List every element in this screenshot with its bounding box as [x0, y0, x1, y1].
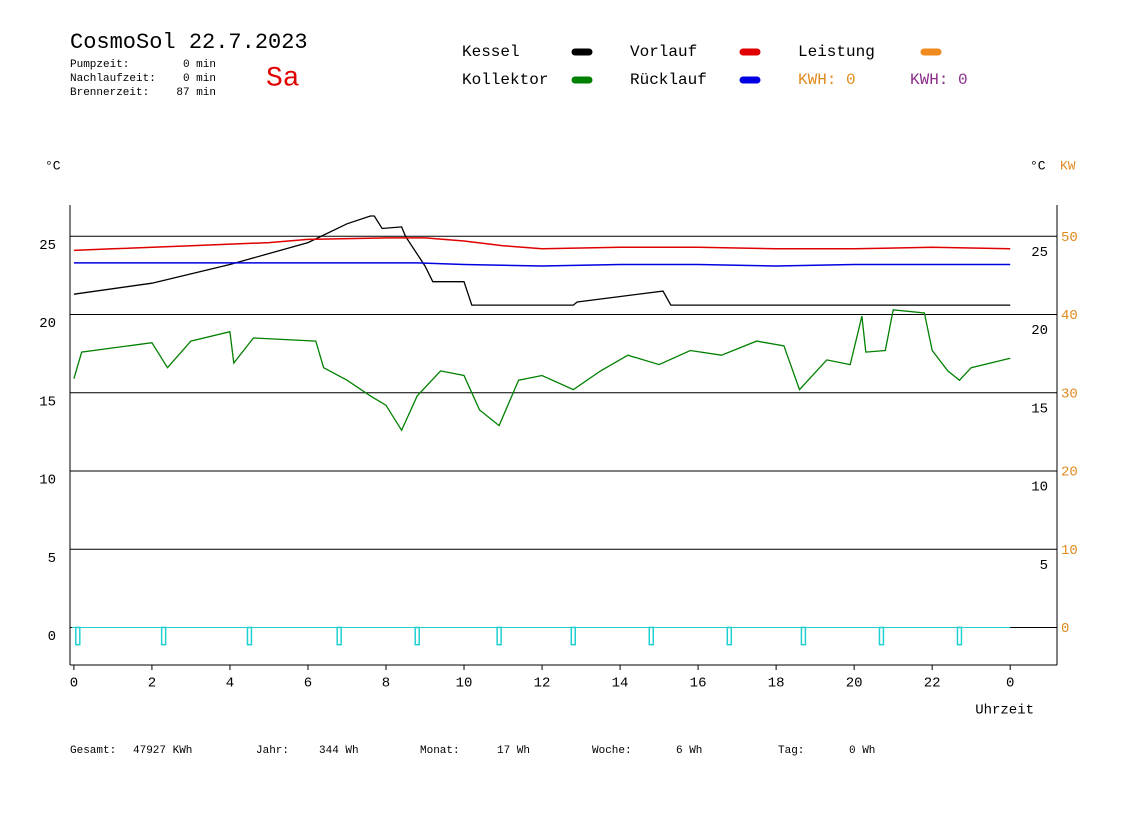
y2-tick-label: 20	[1061, 465, 1078, 481]
y-tick-label: 0	[48, 629, 56, 645]
y-axis-label-right: °C	[1030, 158, 1046, 173]
y-tick-label: 25	[39, 238, 56, 254]
x-tick-label: 16	[690, 676, 707, 692]
legend-label: Leistung	[798, 43, 875, 61]
y2-tick-label: 0	[1061, 621, 1069, 637]
footer-value: 6 Wh	[676, 745, 702, 757]
pulse	[956, 626, 963, 646]
footer-value: 344 Wh	[319, 745, 359, 757]
y-tick-label-right: 15	[1031, 401, 1048, 417]
pulse	[496, 626, 502, 646]
x-tick-label: 0	[70, 676, 78, 692]
legend-label: Kessel	[462, 43, 520, 61]
y-tick-label-right: 5	[1040, 558, 1048, 574]
y2-tick-label: 40	[1061, 308, 1078, 324]
footer-label: Woche:	[592, 745, 632, 757]
pulse	[570, 626, 577, 646]
x-tick-label: 14	[612, 676, 629, 692]
x-tick-label: 2	[148, 676, 156, 692]
pulse	[75, 626, 81, 646]
stat-label: Pumpzeit:	[70, 59, 129, 71]
y2-tick-label: 10	[1061, 543, 1078, 559]
stat-value: 87 min	[176, 87, 216, 99]
series-line	[73, 215, 1011, 306]
x-tick-label: 10	[456, 676, 473, 692]
y2-axis-label: KW	[1060, 158, 1076, 173]
stat-value: 0 min	[183, 59, 216, 71]
x-tick-label: 22	[924, 676, 941, 692]
pulse	[336, 626, 342, 646]
x-axis-label: Uhrzeit	[975, 703, 1034, 719]
title: CosmoSol 22.7.2023	[70, 30, 308, 55]
y-tick-label-right: 20	[1031, 323, 1048, 339]
pulse	[726, 626, 733, 646]
y-axis-label: °C	[45, 158, 61, 173]
x-tick-label: 6	[304, 676, 312, 692]
y-tick-label-right: 10	[1031, 480, 1048, 496]
x-tick-label: 0	[1006, 676, 1014, 692]
y-tick-label: 15	[39, 394, 56, 410]
y-tick-label: 10	[39, 473, 56, 489]
footer-label: Jahr:	[256, 745, 289, 757]
x-tick-label: 4	[226, 676, 234, 692]
footer-label: Tag:	[778, 745, 804, 757]
series-line	[73, 309, 1011, 432]
pulse	[246, 626, 253, 646]
y2-tick-label: 50	[1061, 230, 1078, 246]
x-tick-label: 12	[534, 676, 551, 692]
footer-value: 0 Wh	[849, 745, 875, 757]
pulse	[648, 626, 655, 646]
stat-label: Nachlaufzeit:	[70, 73, 156, 85]
kwh-label: KWH: 0	[910, 71, 968, 89]
series-line	[73, 237, 1011, 252]
pulse	[160, 626, 167, 646]
day: Sa	[266, 63, 300, 94]
stat-label: Brennerzeit:	[70, 87, 149, 99]
x-tick-label: 8	[382, 676, 390, 692]
y2-tick-label: 30	[1061, 386, 1078, 402]
footer-label: Gesamt:	[70, 745, 116, 757]
kwh-label: KWH: 0	[798, 71, 856, 89]
pulse	[414, 626, 420, 646]
x-tick-label: 18	[768, 676, 785, 692]
footer-label: Monat:	[420, 745, 460, 757]
pulse	[800, 626, 807, 646]
legend-label: Kollektor	[462, 71, 548, 89]
y-tick-label: 20	[39, 316, 56, 332]
stat-value: 0 min	[183, 73, 216, 85]
pulse	[878, 626, 885, 646]
footer-value: 47927 KWh	[133, 745, 192, 757]
legend-label: Rücklauf	[630, 71, 707, 89]
y-tick-label-right: 25	[1031, 245, 1048, 261]
y-tick-label: 5	[48, 551, 56, 567]
x-tick-label: 20	[846, 676, 863, 692]
legend-label: Vorlauf	[630, 43, 697, 61]
series-line	[73, 262, 1011, 267]
footer-value: 17 Wh	[497, 745, 530, 757]
